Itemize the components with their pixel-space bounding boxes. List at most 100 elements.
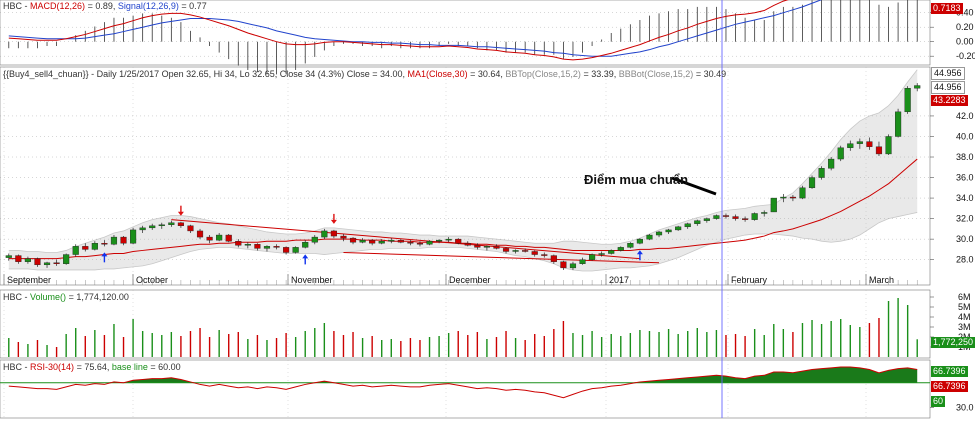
candle-body <box>110 236 118 245</box>
volume-bars <box>8 298 918 357</box>
sell-arrow-head <box>330 219 337 224</box>
bbtop-label: BBTop(Close,15,2) <box>505 69 581 79</box>
candle-body <box>598 253 605 255</box>
candle-body <box>847 143 854 148</box>
macd-tick-label: 0.00 <box>956 37 974 47</box>
macd-label: MACD(12,26) <box>30 1 86 11</box>
price-last-tag: 44.956 <box>931 67 965 80</box>
month-label: February <box>731 275 768 285</box>
candle-body <box>426 240 433 245</box>
rsi-value: = 75.64, <box>76 362 110 372</box>
candle-body <box>311 236 318 243</box>
candle-body <box>751 213 758 220</box>
candle-body <box>522 250 529 252</box>
volume-label: Volume() <box>30 292 67 302</box>
rsi-symbol: HBC <box>3 362 23 372</box>
macd-last-tag: 0.7183 <box>931 3 963 14</box>
candle-body <box>742 218 749 220</box>
candle-body <box>349 237 357 243</box>
month-label: December <box>449 275 491 285</box>
buy-arrow-head <box>636 250 643 255</box>
sell-arrow-head <box>177 211 184 216</box>
candle-body <box>244 244 251 246</box>
volume-tick-label: 5M <box>958 302 971 312</box>
candle-body <box>340 235 347 239</box>
candle-body <box>455 238 462 244</box>
rsi-line <box>8 366 918 399</box>
candle-body <box>818 168 825 178</box>
bollinger-upper <box>8 69 918 253</box>
buy-point-annotation: Điểm mua chuẩn <box>584 172 689 187</box>
candle-body <box>531 251 538 255</box>
candle-body <box>168 222 175 225</box>
candle-body <box>292 247 299 253</box>
candle-body <box>569 263 577 269</box>
candle-body <box>493 246 500 249</box>
rsi-label: RSI-30(14) <box>30 362 75 372</box>
candle-body <box>72 246 79 255</box>
candle-body <box>541 254 548 256</box>
macd-line <box>8 0 789 61</box>
candle-body <box>636 238 643 244</box>
candle-body <box>799 187 806 199</box>
candle-body <box>196 230 204 238</box>
rsi-base-tag: 60 <box>931 396 946 407</box>
candle-body <box>866 141 873 147</box>
candle-body <box>235 240 242 246</box>
month-label: September <box>7 275 51 285</box>
candle-body <box>359 239 366 243</box>
bbtop-value: = 33.39, <box>583 69 617 79</box>
candle-body <box>388 239 395 242</box>
price-tick-label: 28.0 <box>956 255 974 265</box>
candle-body <box>627 243 634 248</box>
candle-body <box>684 223 691 228</box>
bollinger-lower <box>8 212 918 272</box>
candle-body <box>646 234 653 240</box>
candle-body <box>15 255 22 262</box>
candle-body <box>369 239 376 244</box>
volume-last-tag: 1,772,250 <box>931 337 975 348</box>
candles <box>5 83 921 270</box>
trend-line-low <box>343 251 660 264</box>
candle-body <box>91 243 98 250</box>
candle-body <box>407 242 414 244</box>
month-label: October <box>136 275 168 285</box>
signal-label: Signal(12,26,9) <box>117 1 179 11</box>
candle-body <box>474 245 481 248</box>
macd-tick-label: 0.40 <box>956 8 974 18</box>
buy-arrow-head <box>302 254 309 259</box>
ma30-line <box>8 158 918 260</box>
trend-lines <box>171 219 660 264</box>
candle-body <box>225 234 232 242</box>
candle-body <box>617 247 624 251</box>
candle-body <box>770 197 777 213</box>
candle-body <box>206 236 213 241</box>
buy-arrow-head <box>101 252 108 257</box>
macd-tick-label: 0.20 <box>956 22 974 32</box>
candle-body <box>828 158 835 169</box>
candle-body <box>43 262 51 266</box>
ma-label: MA1(Close,30) <box>407 69 468 79</box>
candle-body <box>608 250 615 254</box>
candle-body <box>761 212 768 214</box>
candle-body <box>321 230 328 238</box>
candle-body <box>416 243 424 245</box>
signal-line <box>8 0 823 57</box>
candle-body <box>694 220 701 224</box>
candle-body <box>254 244 261 249</box>
volume-header: HBC - Volume() = 1,774,120.00 <box>3 292 129 302</box>
annotation-pointer <box>671 176 717 196</box>
bollinger-fill <box>8 69 918 271</box>
macd-symbol: HBC <box>3 1 23 11</box>
candle-body <box>502 248 510 252</box>
candle-body <box>808 177 816 189</box>
month-label: March <box>869 275 894 285</box>
macd-tick-label: -0.20 <box>956 51 975 61</box>
candle-body <box>732 216 739 219</box>
month-label: 2017 <box>609 275 629 285</box>
volume-tick-label: 3M <box>958 322 971 332</box>
rsi-plot <box>0 366 930 399</box>
candle-body <box>895 111 902 137</box>
signal-arrows <box>101 205 643 265</box>
bollinger-bands <box>8 69 918 272</box>
